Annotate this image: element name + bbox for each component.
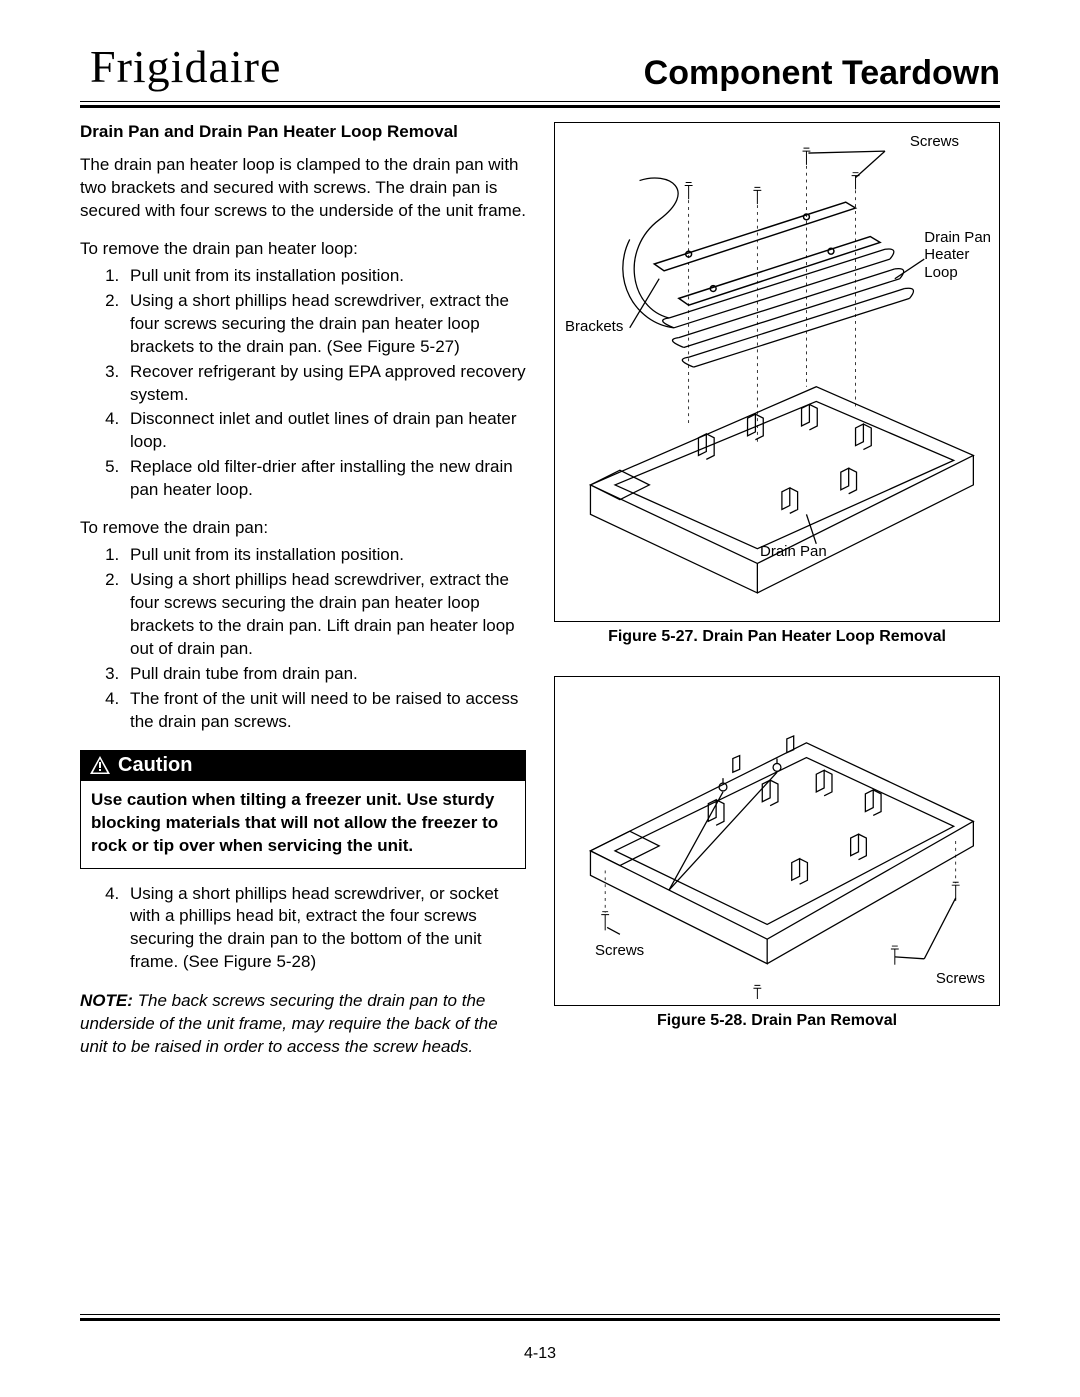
list-item: The front of the unit will need to be ra… (124, 688, 526, 734)
page: Frigidaire Component Teardown Drain Pan … (0, 0, 1080, 1397)
list-item: Using a short phillips head screwdriver,… (124, 883, 526, 975)
right-column: Screws Drain Pan Heater Loop Brackets Dr… (554, 122, 1000, 1075)
page-number: 4-13 (0, 1345, 1080, 1363)
list-item: Pull unit from its installation position… (124, 265, 526, 288)
page-header: Frigidaire Component Teardown (80, 40, 1000, 99)
list-item: Pull drain tube from drain pan. (124, 663, 526, 686)
callout-screws: Screws (910, 133, 959, 150)
list-item: Recover refrigerant by using EPA approve… (124, 361, 526, 407)
callout-brackets: Brackets (565, 318, 623, 335)
figure-5-28: Screws Screws (554, 676, 1000, 1006)
caution-box: Use caution when tilting a freezer unit.… (80, 781, 526, 869)
pan-steps-list: Pull unit from its installation position… (80, 544, 526, 734)
list-item: Using a short phillips head screwdriver,… (124, 569, 526, 661)
content-columns: Drain Pan and Drain Pan Heater Loop Remo… (80, 122, 1000, 1075)
footer-rule (80, 1314, 1000, 1321)
intro-paragraph: The drain pan heater loop is clamped to … (80, 154, 526, 223)
list-item: Replace old filter-drier after installin… (124, 456, 526, 502)
callout-drain-pan: Drain Pan (760, 543, 827, 560)
caution-bar: Caution (80, 750, 526, 781)
loop-lead-in: To remove the drain pan heater loop: (80, 239, 526, 259)
callout-screws-right: Screws (936, 970, 985, 987)
warning-icon (90, 756, 110, 774)
document-title: Component Teardown (644, 54, 1000, 93)
note-label: NOTE: (80, 991, 133, 1010)
figure-5-27: Screws Drain Pan Heater Loop Brackets Dr… (554, 122, 1000, 622)
left-column: Drain Pan and Drain Pan Heater Loop Remo… (80, 122, 526, 1075)
list-item: Pull unit from its installation position… (124, 544, 526, 567)
figure-5-28-caption: Figure 5-28. Drain Pan Removal (554, 1012, 1000, 1030)
caution-label: Caution (118, 754, 192, 777)
callout-screws-left: Screws (595, 942, 644, 959)
after-caution-steps-list: Using a short phillips head screwdriver,… (80, 883, 526, 975)
callout-heater-loop-l3: Loop (924, 264, 957, 281)
brand-logo: Frigidaire (80, 40, 281, 93)
figure-5-27-caption: Figure 5-27. Drain Pan Heater Loop Remov… (554, 628, 1000, 646)
list-item: Using a short phillips head screwdriver,… (124, 290, 526, 359)
section-heading: Drain Pan and Drain Pan Heater Loop Remo… (80, 122, 526, 142)
note-paragraph: NOTE: The back screws securing the drain… (80, 990, 526, 1059)
header-rule (80, 101, 1000, 108)
callout-heater-loop-l1: Drain Pan (924, 229, 991, 246)
loop-steps-list: Pull unit from its installation position… (80, 265, 526, 502)
callout-heater-loop-l2: Heater (924, 246, 969, 263)
list-item: Disconnect inlet and outlet lines of dra… (124, 408, 526, 454)
pan-lead-in: To remove the drain pan: (80, 518, 526, 538)
note-text: The back screws securing the drain pan t… (80, 991, 498, 1056)
